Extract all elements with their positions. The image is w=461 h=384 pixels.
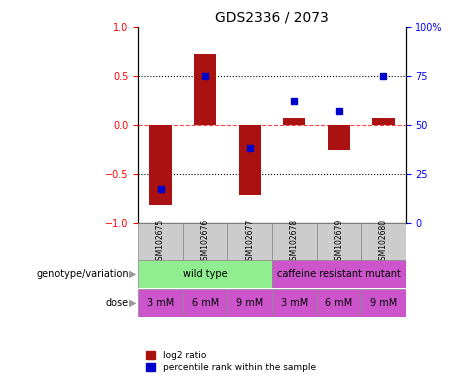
- Legend: log2 ratio, percentile rank within the sample: log2 ratio, percentile rank within the s…: [143, 348, 319, 376]
- Bar: [138, 223, 183, 261]
- Bar: [138, 289, 183, 317]
- Bar: [317, 289, 361, 317]
- Bar: [227, 223, 272, 261]
- Text: 3 mM: 3 mM: [281, 298, 308, 308]
- Bar: [138, 260, 272, 288]
- Bar: [283, 118, 306, 125]
- Bar: [372, 118, 395, 125]
- Text: 6 mM: 6 mM: [325, 298, 353, 308]
- Text: GSM102676: GSM102676: [201, 219, 210, 265]
- Text: genotype/variation: genotype/variation: [36, 269, 129, 279]
- Text: GSM102680: GSM102680: [379, 219, 388, 265]
- Text: 6 mM: 6 mM: [191, 298, 219, 308]
- Text: GSM102678: GSM102678: [290, 219, 299, 265]
- Bar: [272, 289, 317, 317]
- Title: GDS2336 / 2073: GDS2336 / 2073: [215, 10, 329, 24]
- Bar: [183, 289, 227, 317]
- Bar: [361, 289, 406, 317]
- Text: GSM102675: GSM102675: [156, 219, 165, 265]
- Bar: [183, 223, 227, 261]
- Text: dose: dose: [106, 298, 129, 308]
- Text: GSM102679: GSM102679: [334, 219, 343, 265]
- Bar: [317, 223, 361, 261]
- Bar: [194, 54, 216, 125]
- Text: ▶: ▶: [129, 298, 136, 308]
- Bar: [227, 289, 272, 317]
- Bar: [272, 223, 317, 261]
- Bar: [149, 125, 171, 205]
- Bar: [361, 223, 406, 261]
- Bar: [239, 125, 261, 195]
- Text: ▶: ▶: [129, 269, 136, 279]
- Text: wild type: wild type: [183, 269, 227, 279]
- Bar: [272, 260, 406, 288]
- Text: 9 mM: 9 mM: [236, 298, 263, 308]
- Text: GSM102677: GSM102677: [245, 219, 254, 265]
- Text: 3 mM: 3 mM: [147, 298, 174, 308]
- Bar: [328, 125, 350, 150]
- Text: 9 mM: 9 mM: [370, 298, 397, 308]
- Text: caffeine resistant mutant: caffeine resistant mutant: [277, 269, 401, 279]
